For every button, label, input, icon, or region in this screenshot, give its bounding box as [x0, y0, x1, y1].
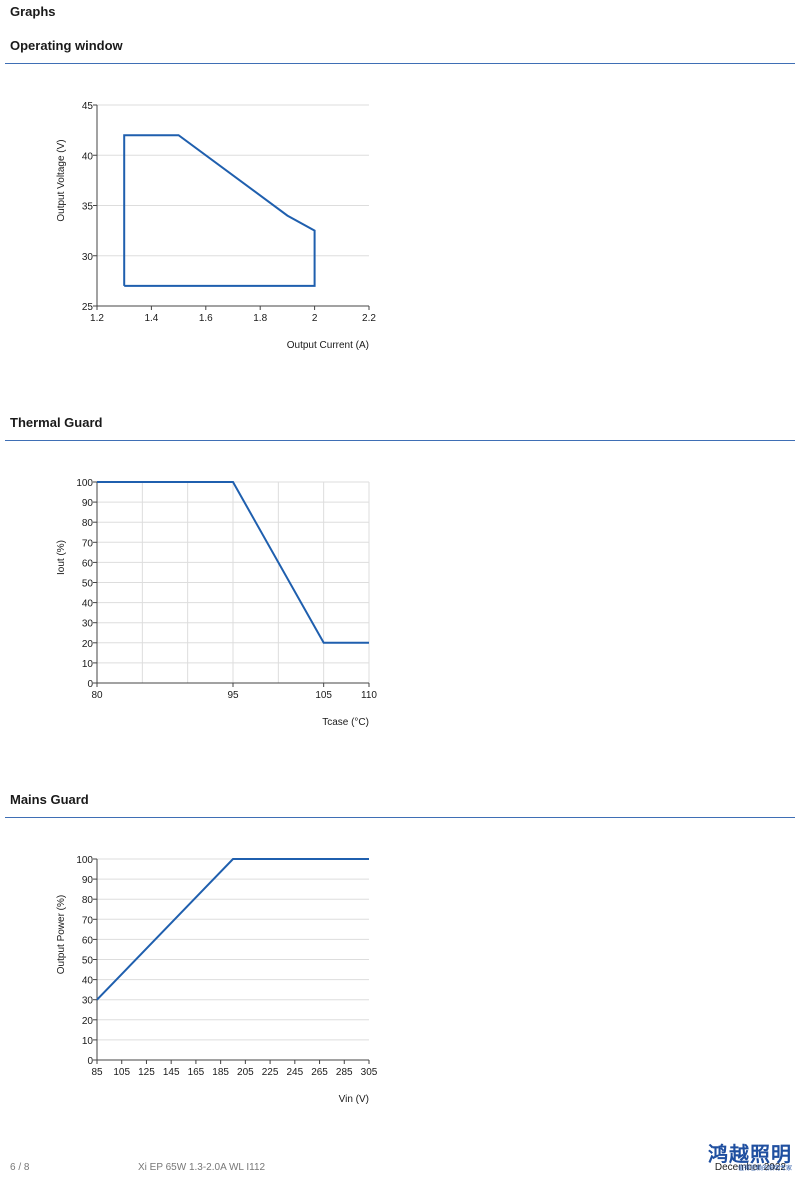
series-line — [96, 858, 369, 1001]
x-tick-label: 2 — [312, 313, 318, 324]
y-tick-label: 40 — [82, 976, 94, 987]
y-tick-label: 90 — [82, 875, 94, 886]
series-line — [123, 134, 316, 287]
x-tick-label: 205 — [237, 1067, 254, 1078]
y-tick-label: 50 — [82, 956, 94, 967]
company-logo: 鸿越照明 值得信赖的照明专家 — [700, 1143, 792, 1177]
logo-text: 鸿越照明 — [708, 1142, 792, 1166]
page-heading: Graphs — [10, 4, 56, 19]
x-tick-label: 305 — [361, 1067, 378, 1078]
page-number: 6 / 8 — [10, 1162, 30, 1173]
x-tick-label: 245 — [286, 1067, 303, 1078]
x-tick-label: 2.2 — [362, 313, 376, 324]
product-name: Xi EP 65W 1.3-2.0A WL I112 — [138, 1162, 266, 1173]
x-tick-label: 225 — [262, 1067, 279, 1078]
section-divider — [5, 63, 795, 64]
x-tick-label: 265 — [311, 1067, 328, 1078]
y-tick-label: 30 — [82, 252, 94, 263]
document-date: December 2022 — [714, 1162, 786, 1173]
x-tick-label: 125 — [138, 1067, 155, 1078]
y-tick-label: 0 — [87, 1056, 93, 1067]
y-tick-label: 40 — [82, 151, 94, 162]
y-tick-label: 0 — [87, 679, 93, 690]
y-tick-label: 100 — [76, 855, 93, 866]
x-tick-label: 85 — [91, 1067, 103, 1078]
x-tick-label: 1.4 — [144, 313, 158, 324]
y-tick-label: 10 — [82, 659, 94, 670]
x-tick-label: 80 — [91, 690, 103, 701]
series-line — [97, 481, 369, 644]
y-tick-label: 90 — [82, 498, 94, 509]
y-axis-label: Iout (%) — [56, 540, 67, 575]
y-tick-label: 30 — [82, 619, 94, 630]
y-tick-label: 70 — [82, 538, 94, 549]
x-tick-label: 95 — [227, 690, 239, 701]
section-divider — [5, 440, 795, 441]
y-tick-label: 10 — [82, 1036, 94, 1047]
y-tick-label: 100 — [76, 478, 93, 489]
x-axis-label: Output Current (A) — [287, 340, 369, 351]
y-tick-label: 20 — [82, 639, 94, 650]
y-axis-label: Output Power (%) — [56, 895, 67, 974]
y-tick-label: 45 — [82, 101, 94, 112]
x-tick-label: 185 — [212, 1067, 229, 1078]
y-tick-label: 60 — [82, 935, 94, 946]
section-divider — [5, 817, 795, 818]
x-tick-label: 1.2 — [90, 313, 104, 324]
operating-window-chart: 1.2 1.4 1.6 1.8 2 2.2 25 30 35 40 45 Output Current… — [56, 101, 376, 351]
x-tick-label: 145 — [163, 1067, 180, 1078]
thermal-guard-chart: 80 95 105 110 0 10 20 30 40 50 60 70 80 90 100 Tcase (°… — [56, 478, 377, 728]
x-axis-label: Tcase (°C) — [322, 717, 369, 728]
y-tick-label: 60 — [82, 558, 94, 569]
y-tick-label: 80 — [82, 895, 94, 906]
y-tick-label: 30 — [82, 996, 94, 1007]
y-tick-label: 70 — [82, 915, 94, 926]
mains-guard-chart: 85 105 125 145 165 185 205 225 245 265 285 30501020… — [56, 855, 378, 1105]
x-axis-label: Vin (V) — [339, 1094, 369, 1105]
section-title-mains-guard: Mains Guard — [10, 792, 89, 807]
x-tick-label: 1.8 — [253, 313, 267, 324]
y-tick-label: 40 — [82, 599, 94, 610]
y-tick-label: 50 — [82, 579, 94, 590]
x-tick-label: 105 — [315, 690, 332, 701]
y-tick-label: 20 — [82, 1016, 94, 1027]
x-tick-label: 285 — [336, 1067, 353, 1078]
x-tick-label: 1.6 — [199, 313, 213, 324]
section-title-operating-window: Operating window — [10, 38, 123, 53]
section-title-thermal-guard: Thermal Guard — [10, 415, 103, 430]
y-tick-label: 25 — [82, 302, 94, 313]
y-tick-label: 35 — [82, 202, 94, 213]
x-tick-label: 110 — [361, 690, 377, 701]
y-axis-label: Output Voltage (V) — [56, 139, 67, 221]
y-tick-label: 80 — [82, 518, 94, 529]
logo-subtext: 值得信赖的照明专家 — [737, 1166, 792, 1172]
x-tick-label: 105 — [113, 1067, 130, 1078]
x-tick-label: 165 — [188, 1067, 205, 1078]
